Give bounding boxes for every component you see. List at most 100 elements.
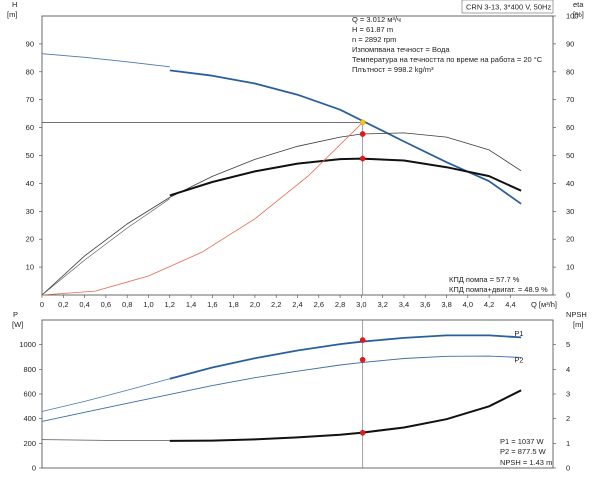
- eta-tick-label: 30: [566, 207, 574, 216]
- flow-tick-label: 1,4: [186, 300, 196, 309]
- flow-tick-label: 2,4: [292, 300, 302, 309]
- eta-axis-label: eta: [573, 0, 584, 9]
- power-axis-label: P: [13, 310, 18, 319]
- eta-axis-unit: [%]: [573, 10, 584, 19]
- flow-tick-label: 2,6: [314, 300, 324, 309]
- model-title-box: CRN 3-13, 3*400 V, 50Hz: [461, 0, 554, 14]
- power-point-marker: [359, 356, 366, 363]
- flow-tick-label: 1,2: [165, 300, 175, 309]
- eta-tick-label: 100: [566, 12, 579, 21]
- flow-tick-label: 4,0: [463, 300, 473, 309]
- p2-note: P2 = 877.5 W: [500, 447, 547, 456]
- operating-info: Q = 3.012 м³/ч H = 61.87 m n = 2892 rpm …: [352, 15, 543, 74]
- flow-tick-label: 1,8: [228, 300, 238, 309]
- pump-efficiency-note: КПД помпа = 57.7 %: [449, 275, 520, 284]
- power-tick-label: 1000: [19, 340, 36, 349]
- p2-series-label: P2: [514, 356, 523, 365]
- eta-tick-label: 80: [566, 67, 574, 76]
- eta-tick-label: 90: [566, 39, 574, 48]
- p2-curve: [41, 355, 522, 422]
- info-temperature: Температура на течността по време на раб…: [352, 55, 543, 64]
- head-tick-label: 80: [26, 67, 34, 76]
- operating-point-marker: [359, 155, 366, 162]
- operating-point-marker: [359, 131, 366, 137]
- flow-tick-label: 0,8: [122, 300, 132, 309]
- head-tick-label: 20: [26, 235, 34, 244]
- eta-total-curve: [169, 157, 522, 197]
- power-tick-label: 200: [23, 439, 36, 448]
- npsh-tick-label: 3: [566, 390, 570, 399]
- npsh-tick-label: 5: [566, 340, 570, 349]
- eta-tick-label: 20: [566, 235, 574, 244]
- power-point-marker: [359, 337, 366, 343]
- flow-tick-label: 3,8: [441, 300, 451, 309]
- head-tick-label: 60: [26, 123, 34, 132]
- flow-tick-label: 3,2: [377, 300, 387, 309]
- flow-tick-label: 4,2: [484, 300, 494, 309]
- eta-total-thin-curve: [41, 198, 170, 296]
- eta-tick-label: 0: [566, 291, 570, 300]
- power-axis-unit: [W]: [12, 320, 23, 329]
- flow-tick-label: 2,0: [250, 300, 260, 309]
- npsh-tick-label: 4: [566, 365, 570, 374]
- operating-point-marker: [359, 119, 366, 126]
- npsh-tick-label: 1: [566, 439, 570, 448]
- flow-tick-label: 4,4: [505, 300, 515, 309]
- head-tick-label: 40: [26, 179, 34, 188]
- p1-extended-curve: [41, 378, 170, 412]
- head-tick-label: 10: [26, 263, 34, 272]
- curve-series: P1 P2: [41, 53, 524, 442]
- info-speed: n = 2892 rpm: [352, 35, 396, 44]
- flow-tick-label: 0,4: [79, 300, 89, 309]
- eta-pump-curve: [41, 132, 522, 296]
- tick-labels: 1020304050607080900102030405060708090100…: [19, 12, 578, 473]
- eta-tick-label: 40: [566, 179, 574, 188]
- eta-tick-label: 70: [566, 95, 574, 104]
- power-tick-label: 600: [23, 390, 36, 399]
- npsh-tick-label: 0: [566, 464, 570, 473]
- npsh-curve: [169, 389, 522, 442]
- eta-tick-label: 50: [566, 151, 574, 160]
- flow-tick-label: 0,2: [58, 300, 68, 309]
- head-tick-label: 90: [26, 39, 34, 48]
- flow-tick-label: 1,6: [207, 300, 217, 309]
- npsh-axis-unit: [m]: [573, 320, 583, 329]
- flow-axis-label: Q [м³/h]: [531, 300, 557, 309]
- head-tick-label: 70: [26, 95, 34, 104]
- flow-tick-label: 2,2: [271, 300, 281, 309]
- power-tick-label: 0: [32, 464, 36, 473]
- head-tick-label: 50: [26, 151, 34, 160]
- eta-tick-label: 60: [566, 123, 574, 132]
- npsh-tick-label: 2: [566, 414, 570, 423]
- head-axis-label: H: [12, 0, 17, 9]
- power-notes: P1 = 1037 W P2 = 877.5 W NPSH = 1.43 m: [500, 437, 552, 467]
- head-tick-label: 30: [26, 207, 34, 216]
- info-head: H = 61.87 m: [352, 25, 393, 34]
- npsh-axis-label: NPSH: [566, 310, 587, 319]
- duty-point-guides: [42, 121, 364, 468]
- total-efficiency-note: КПД помпа+двигат. = 48.9 %: [449, 285, 548, 294]
- p1-series-label: P1: [514, 329, 523, 338]
- info-flow: Q = 3.012 м³/ч: [352, 15, 401, 24]
- power-tick-label: 400: [23, 414, 36, 423]
- system-curve-curve: [41, 122, 363, 296]
- efficiency-notes: КПД помпа = 57.7 % КПД помпа+двигат. = 4…: [449, 275, 548, 294]
- power-point-marker: [359, 429, 366, 436]
- head-extended-curve: [41, 53, 170, 68]
- flow-tick-label: 0,6: [101, 300, 111, 309]
- operating-point-markers: [359, 119, 366, 436]
- info-liquid: Изпомпвана течност = Вода: [352, 45, 450, 54]
- head-axis-unit: [m]: [7, 10, 17, 19]
- npsh-note: NPSH = 1.43 m: [500, 458, 552, 467]
- power-tick-label: 800: [23, 365, 36, 374]
- flow-tick-label: 3,4: [399, 300, 409, 309]
- p1-curve: [169, 334, 522, 380]
- model-title: CRN 3-13, 3*400 V, 50Hz: [466, 3, 551, 12]
- flow-tick-label: 3,0: [356, 300, 366, 309]
- flow-tick-label: 2,8: [335, 300, 345, 309]
- npsh-extended-curve: [41, 439, 170, 441]
- flow-tick-label: 0: [40, 300, 44, 309]
- power-panel-frame: [41, 319, 554, 469]
- p1-note: P1 = 1037 W: [500, 437, 544, 446]
